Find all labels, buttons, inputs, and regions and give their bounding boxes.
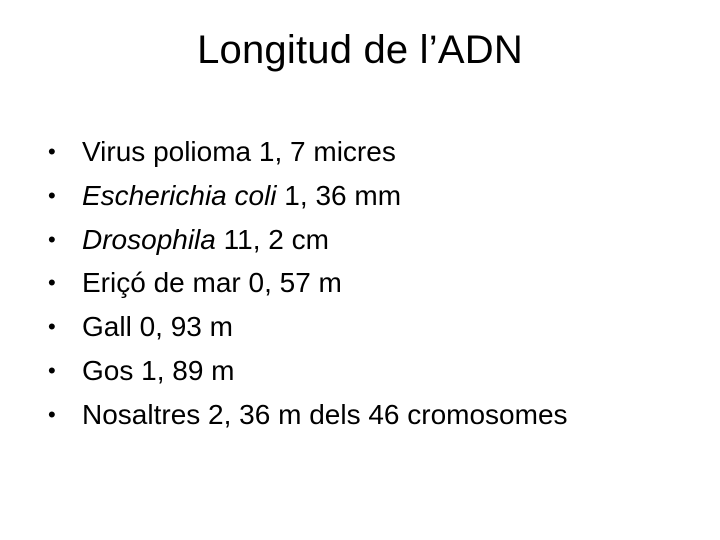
- text-plain: Gall 0, 93 m: [82, 311, 233, 342]
- text-plain: Eriçó de mar 0, 57 m: [82, 267, 342, 298]
- text-plain: 1, 36 mm: [277, 180, 401, 211]
- text-italic: Escherichia coli: [82, 180, 277, 211]
- list-item-text: Gos 1, 89 m: [82, 352, 680, 390]
- list-item: • Gall 0, 93 m: [48, 308, 680, 346]
- list-item-text: Virus polioma 1, 7 micres: [82, 133, 680, 171]
- slide: Longitud de l’ADN • Virus polioma 1, 7 m…: [0, 0, 720, 540]
- bullet-icon: •: [48, 221, 82, 255]
- bullet-icon: •: [48, 352, 82, 386]
- list-item-text: Eriçó de mar 0, 57 m: [82, 264, 680, 302]
- list-item-text: Escherichia coli 1, 36 mm: [82, 177, 680, 215]
- list-item: • Drosophila 11, 2 cm: [48, 221, 680, 259]
- text-plain: Virus polioma 1, 7 micres: [82, 136, 396, 167]
- bullet-icon: •: [48, 264, 82, 298]
- slide-content: • Virus polioma 1, 7 micres • Escherichi…: [0, 93, 720, 434]
- text-plain: Nosaltres 2, 36 m dels 46 cromosomes: [82, 399, 568, 430]
- bullet-icon: •: [48, 396, 82, 430]
- list-item-text: Nosaltres 2, 36 m dels 46 cromosomes: [82, 396, 680, 434]
- list-item-text: Drosophila 11, 2 cm: [82, 221, 680, 259]
- list-item: • Nosaltres 2, 36 m dels 46 cromosomes: [48, 396, 680, 434]
- list-item: • Escherichia coli 1, 36 mm: [48, 177, 680, 215]
- bullet-icon: •: [48, 308, 82, 342]
- bullet-icon: •: [48, 133, 82, 167]
- text-plain: Gos 1, 89 m: [82, 355, 235, 386]
- list-item: • Virus polioma 1, 7 micres: [48, 133, 680, 171]
- list-item: • Eriçó de mar 0, 57 m: [48, 264, 680, 302]
- list-item-text: Gall 0, 93 m: [82, 308, 680, 346]
- text-plain: 11, 2 cm: [216, 224, 329, 255]
- list-item: • Gos 1, 89 m: [48, 352, 680, 390]
- bullet-icon: •: [48, 177, 82, 211]
- text-italic: Drosophila: [82, 224, 216, 255]
- slide-title: Longitud de l’ADN: [0, 0, 720, 93]
